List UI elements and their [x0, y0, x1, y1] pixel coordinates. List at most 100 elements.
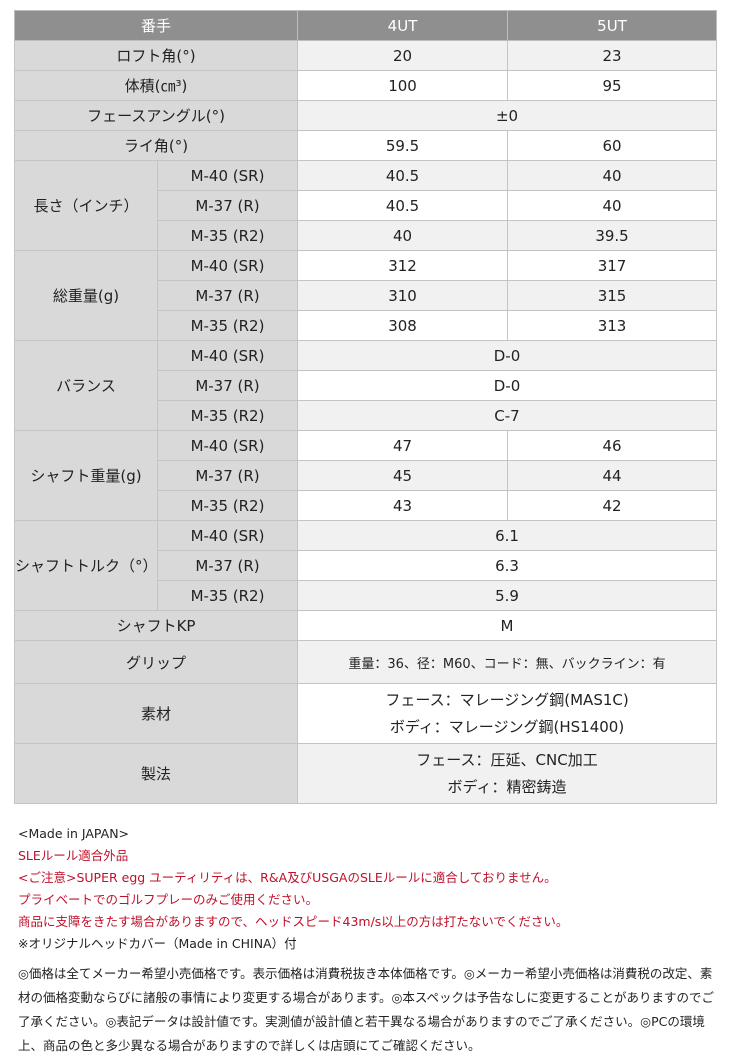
value-cell: フェース：圧延、CNC加工 ボディ：精密鋳造: [297, 743, 718, 804]
table-row: M-37 (R) 6.3: [15, 550, 718, 581]
table-row: 製法 フェース：圧延、CNC加工 ボディ：精密鋳造: [13, 743, 718, 804]
row-label: バランス: [14, 340, 158, 431]
table-row: バランス M-40 (SR) D-0: [14, 340, 718, 431]
table-body: ロフト角(°) 20 23 体積(㎝³) 100 95 フェースアングル(°) ±0 ライ角(°…: [13, 40, 718, 804]
sub-label: M-37 (R): [156, 190, 299, 221]
value-cell: M: [297, 610, 718, 641]
value-cell: 313: [507, 310, 718, 341]
value-cell: 46: [507, 430, 718, 461]
sub-label: M-35 (R2): [156, 400, 299, 431]
row-label: 製法: [13, 743, 299, 804]
table-row: M-35 (R2) C-7: [15, 400, 718, 431]
value-cell: フェース：マレージング鋼(MAS1C) ボディ：マレージング鋼(HS1400): [297, 683, 718, 744]
value-cell: 310: [297, 280, 509, 311]
value-cell: 45: [297, 460, 509, 491]
table-header: 番手 4UT 5UT: [13, 10, 718, 41]
value-cell: ±0: [297, 100, 718, 131]
value-line: フェース：マレージング鋼(MAS1C): [385, 690, 629, 709]
row-label: フェースアングル(°): [13, 100, 299, 131]
sub-label: M-35 (R2): [156, 220, 299, 251]
row-label: 体積(㎝³): [13, 70, 299, 101]
sub-label: M-40 (SR): [156, 160, 299, 191]
value-cell: 59.5: [297, 130, 509, 161]
table-row: M-37 (R) 40.5 40: [15, 190, 718, 221]
sub-label: M-40 (SR): [156, 430, 299, 461]
value-cell: 39.5: [507, 220, 718, 251]
value-cell: D-0: [297, 340, 718, 371]
note-line: 商品に支障をきたす場合がありますので、ヘッドスピード43m/s以上の方は打たない…: [18, 914, 569, 929]
row-label: 長さ（インチ）: [14, 160, 158, 251]
value-cell: 43: [297, 490, 509, 521]
value-line: ボディ：マレージング鋼(HS1400): [389, 717, 625, 736]
sub-label: M-37 (R): [156, 370, 299, 401]
row-label: ロフト角(°): [13, 40, 299, 71]
value-cell: 5.9: [297, 580, 718, 611]
spec-table: 番手 4UT 5UT ロフト角(°) 20 23 体積(㎝³) 100 95 フェースアング…: [13, 10, 718, 804]
sub-label: M-40 (SR): [156, 520, 299, 551]
sub-label: M-37 (R): [156, 280, 299, 311]
value-cell: 95: [507, 70, 718, 101]
value-cell: 40.5: [297, 190, 509, 221]
table-row: シャフト重量(g) M-40 (SR) 47 46: [14, 430, 718, 521]
value-cell: C-7: [297, 400, 718, 431]
value-cell: 308: [297, 310, 509, 341]
value-cell: 6.3: [297, 550, 718, 581]
row-label: 総重量(g): [14, 250, 158, 341]
sub-label: M-40 (SR): [156, 340, 299, 371]
table-row: M-35 (R2) 308 313: [15, 310, 718, 341]
row-label: シャフト重量(g): [14, 430, 158, 521]
value-cell: 40: [297, 220, 509, 251]
table-row: 総重量(g) M-40 (SR) 312 317: [14, 250, 718, 341]
header-cell: 5UT: [507, 10, 718, 41]
table-row: M-35 (R2) 40 39.5: [15, 220, 718, 251]
table-row: 体積(㎝³) 100 95: [13, 70, 718, 101]
value-cell: 315: [507, 280, 718, 311]
value-line: フェース：圧延、CNC加工: [416, 750, 598, 769]
value-cell: 23: [507, 40, 718, 71]
row-label: シャフトトルク（°）: [14, 520, 158, 611]
sub-label: M-37 (R): [156, 550, 299, 581]
value-cell: D-0: [297, 370, 718, 401]
table-row: M-35 (R2) 5.9: [15, 580, 718, 611]
value-cell: 312: [297, 250, 509, 281]
value-cell: 317: [507, 250, 718, 281]
table-row: ロフト角(°) 20 23: [13, 40, 718, 71]
table-row: 長さ（インチ） M-40 (SR) 40.5 40: [14, 160, 718, 251]
table-row: M-35 (R2) 43 42: [15, 490, 718, 521]
value-cell: 40.5: [297, 160, 509, 191]
note-line: プライベートでのゴルフプレーのみご使用ください。: [18, 892, 319, 907]
table-row: M-37 (R) 310 315: [15, 280, 718, 311]
header-row: 番手 4UT 5UT: [13, 10, 718, 41]
row-label: ライ角(°): [13, 130, 299, 161]
value-line: ボディ：精密鋳造: [447, 777, 567, 796]
value-cell: 100: [297, 70, 509, 101]
value-cell: 40: [507, 190, 718, 221]
note-line: ※オリジナルヘッドカバー（Made in CHINA）付: [18, 936, 297, 951]
value-cell: 44: [507, 460, 718, 491]
sub-label: M-35 (R2): [156, 310, 299, 341]
sub-label: M-35 (R2): [156, 580, 299, 611]
sub-label: M-37 (R): [156, 460, 299, 491]
sub-label: M-35 (R2): [156, 490, 299, 521]
sub-label: M-40 (SR): [156, 250, 299, 281]
value-cell: 6.1: [297, 520, 718, 551]
row-label: グリップ: [13, 640, 299, 684]
table-row: シャフトトルク（°） M-40 (SR) 6.1: [14, 520, 718, 611]
table-row: ライ角(°) 59.5 60: [13, 130, 718, 161]
table-row: グリップ 重量：36、径：M60、コード：無、バックライン：有: [13, 640, 718, 684]
value-cell: 20: [297, 40, 509, 71]
disclaimer: ◎価格は全てメーカー希望小売価格です。表示価格は消費税抜き本体価格です。◎メーカ…: [18, 966, 715, 1053]
header-cell: 番手: [13, 10, 299, 41]
header-cell: 4UT: [297, 10, 509, 41]
note-line: <ご注意>SUPER egg ユーティリティは、R&A及びUSGAのSLEルール…: [18, 870, 557, 885]
value-cell: 重量：36、径：M60、コード：無、バックライン：有: [297, 640, 718, 684]
table-row: シャフトKP M: [13, 610, 718, 641]
table-row: 素材 フェース：マレージング鋼(MAS1C) ボディ：マレージング鋼(HS1400): [13, 683, 718, 744]
value-cell: 47: [297, 430, 509, 461]
value-cell: 60: [507, 130, 718, 161]
note-line: <Made in JAPAN>: [18, 826, 130, 841]
table-row: M-37 (R) D-0: [15, 370, 718, 401]
notes: <Made in JAPAN> SLEルール適合外品 <ご注意>SUPER egg …: [18, 823, 568, 955]
row-label: 素材: [13, 683, 299, 744]
